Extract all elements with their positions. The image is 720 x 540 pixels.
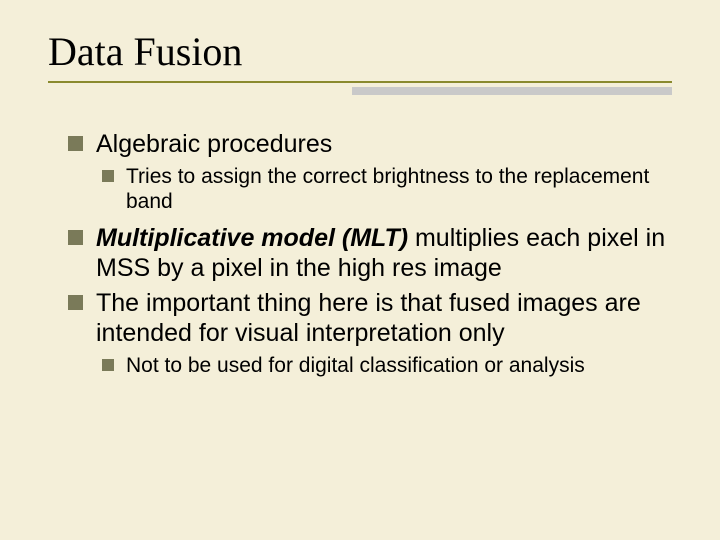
rule-shadow (352, 87, 672, 95)
list-item: Not to be used for digital classificatio… (102, 353, 672, 379)
bullet-list-lvl2: Not to be used for digital classificatio… (102, 353, 672, 379)
list-item: Tries to assign the correct brightness t… (102, 164, 672, 215)
list-item-text: The important thing here is that fused i… (96, 289, 641, 348)
bullet-list-lvl1: Algebraic procedures Tries to assign the… (68, 129, 672, 378)
list-item-text: Tries to assign the correct brightness t… (126, 165, 649, 214)
content-area: Algebraic procedures Tries to assign the… (48, 129, 672, 378)
list-item-text: Not to be used for digital classificatio… (126, 354, 585, 377)
list-item-emphasis: Multiplicative model (MLT) (96, 224, 415, 252)
list-item: The important thing here is that fused i… (68, 288, 672, 379)
title-rule (48, 81, 672, 95)
list-item: Multiplicative model (MLT) multiplies ea… (68, 223, 672, 284)
list-item: Algebraic procedures Tries to assign the… (68, 129, 672, 215)
rule-main-line (48, 81, 672, 83)
bullet-list-lvl2: Tries to assign the correct brightness t… (102, 164, 672, 215)
list-item-text: Algebraic procedures (96, 130, 332, 158)
slide-title: Data Fusion (48, 28, 672, 75)
slide: Data Fusion Algebraic procedures Tries t… (0, 0, 720, 540)
